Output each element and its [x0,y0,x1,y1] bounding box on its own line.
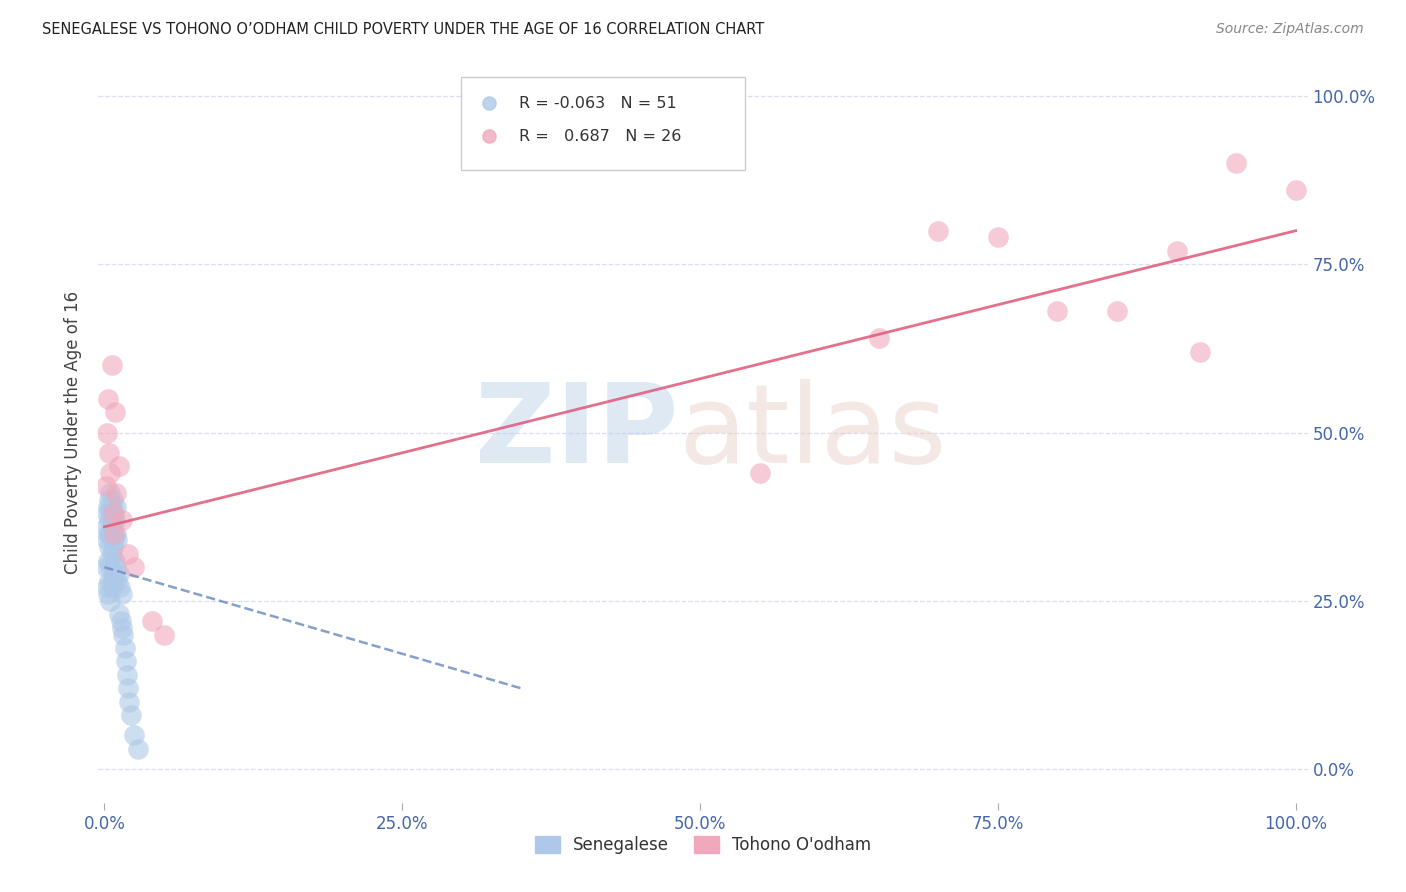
Point [105,486,128,500]
Point [107,607,129,622]
Point [114,640,136,655]
Point [111,621,134,635]
Point [117,681,139,696]
Point [1105,304,1128,318]
FancyBboxPatch shape [461,78,745,169]
Point [94,560,117,574]
Point [105,526,128,541]
Point [987,230,1010,244]
Point [100,500,122,514]
Point [98,574,121,588]
Point [104,405,127,419]
Point [97,500,120,514]
Text: SENEGALESE VS TOHONO O’ODHAM CHILD POVERTY UNDER THE AGE OF 16 CORRELATION CHART: SENEGALESE VS TOHONO O’ODHAM CHILD POVER… [42,22,765,37]
Point [98,594,121,608]
Point [98,526,121,541]
Point [98,486,121,500]
Point [97,587,120,601]
Point [105,500,128,514]
Point [105,560,128,574]
Point [114,655,136,669]
Point [118,695,141,709]
Point [96,581,118,595]
Point [96,507,118,521]
Text: R =   0.687   N = 26: R = 0.687 N = 26 [519,129,682,144]
Point [98,492,121,507]
Point [97,526,120,541]
Point [100,547,122,561]
Point [100,520,122,534]
Point [101,492,124,507]
Point [127,742,149,756]
Point [868,331,890,345]
Point [1189,344,1212,359]
Point [100,581,122,595]
Point [927,224,949,238]
Point [748,466,770,480]
Point [107,574,129,588]
Point [104,553,127,567]
Point [1285,183,1308,197]
Point [101,513,124,527]
Point [141,614,163,628]
Point [1046,304,1069,318]
Text: ZIP: ZIP [475,379,679,486]
Point [104,513,127,527]
Point [120,708,142,723]
Point [103,533,125,548]
Point [117,547,139,561]
Point [98,446,121,460]
Point [111,587,134,601]
Text: atlas: atlas [679,379,948,486]
Point [1225,156,1247,170]
Point [96,425,118,440]
Point [97,392,120,406]
Point [103,566,125,581]
Point [1166,244,1188,258]
Point [107,459,129,474]
Point [111,513,134,527]
Point [478,156,501,170]
Point [101,507,124,521]
Point [98,560,121,574]
Point [98,466,121,480]
Point [94,520,117,534]
Point [122,560,145,574]
Point [108,581,131,595]
Point [97,553,120,567]
Y-axis label: Child Poverty Under the Age of 16: Child Poverty Under the Age of 16 [65,291,83,574]
Point [103,507,125,521]
Text: Source: ZipAtlas.com: Source: ZipAtlas.com [1216,22,1364,37]
Legend: Senegalese, Tohono O'odham: Senegalese, Tohono O'odham [527,830,879,861]
Point [478,126,501,140]
Point [98,507,121,521]
Point [100,359,122,373]
Point [110,614,132,628]
Point [98,540,121,554]
Point [98,513,121,527]
Point [112,627,135,641]
Point [96,533,118,548]
Point [101,574,124,588]
Point [94,479,117,493]
Point [101,540,124,554]
Point [107,533,129,548]
Point [122,729,145,743]
Point [153,627,176,641]
Point [107,566,129,581]
Point [115,668,138,682]
Text: R = -0.063   N = 51: R = -0.063 N = 51 [519,95,676,111]
Point [103,526,125,541]
